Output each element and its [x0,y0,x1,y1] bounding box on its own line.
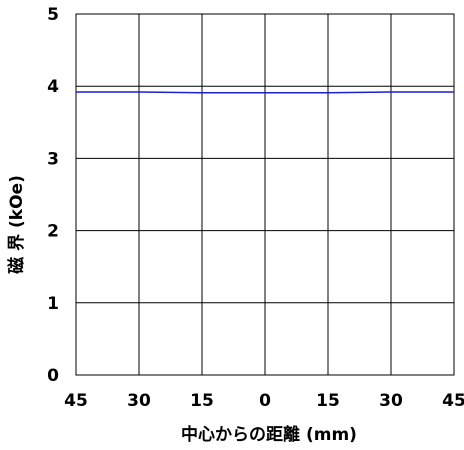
y-tick-label: 3 [47,149,59,169]
y-axis-tick-labels: 0 1 2 3 4 5 [47,5,59,386]
x-tick-label: 30 [127,391,151,411]
y-tick-label: 4 [47,77,59,97]
x-tick-label: 15 [316,391,340,411]
series-group [76,91,454,94]
series-line [76,91,454,94]
plot-area-frame [75,13,455,376]
x-axis-tick-labels: 45 30 15 0 15 30 45 [64,391,464,411]
x-tick-label: 0 [259,391,271,411]
y-tick-label: 0 [47,366,59,386]
y-tick-label: 1 [47,294,59,314]
x-tick-label: 45 [442,391,464,411]
x-tick-label: 15 [190,391,214,411]
grid [75,13,455,376]
x-axis-title: 中心からの距離 (mm) [181,424,357,445]
y-tick-label: 5 [47,5,59,25]
y-axis-title: 磁 界 (kOe) [6,175,27,274]
x-tick-label: 30 [379,391,403,411]
x-tick-label: 45 [64,391,88,411]
y-tick-label: 2 [47,222,59,242]
